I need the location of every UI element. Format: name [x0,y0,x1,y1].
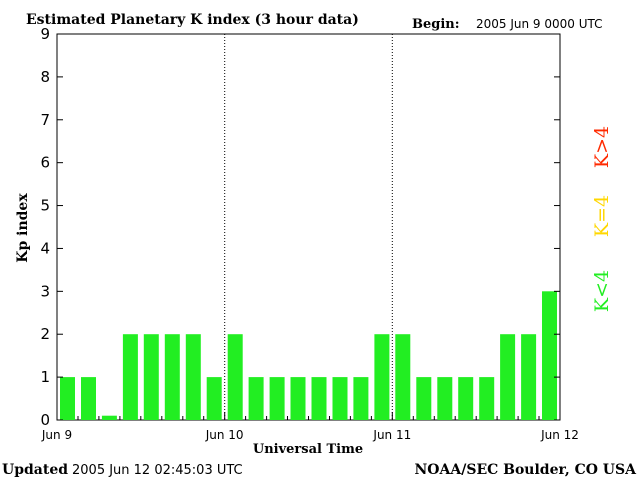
x-axis-label: Universal Time [253,442,363,457]
bar [60,377,75,420]
bar [542,291,557,420]
y-tick-label: 1 [40,368,50,386]
y-tick-label: 8 [40,68,50,86]
bar [269,377,285,420]
bar [395,334,411,420]
x-tick-label: Jun 11 [372,428,411,442]
bar [437,377,453,420]
y-tick-label: 5 [40,197,50,215]
bar [500,334,516,420]
bar-series [60,291,557,420]
bar [122,334,138,420]
plot-frame [56,33,561,421]
bar [458,377,474,420]
y-tick-label: 4 [40,239,50,257]
bar [521,334,537,420]
bar [101,415,117,420]
bar [290,377,306,420]
bar [332,377,348,420]
bar [248,377,264,420]
day-dividers [224,34,393,420]
plot-area: 0 1 2 3 4 5 6 7 8 9 Jun 9 Jun 10 Jun 11 Jun 12 [40,25,578,442]
y-axis-label: Kp index [15,193,31,263]
y-tick-label: 2 [40,325,50,343]
bar [416,377,432,420]
chart-title: Estimated Planetary K index (3 hour data… [26,12,359,28]
updated-value: 2005 Jun 12 02:45:03 UTC [72,463,243,478]
bar [374,334,390,420]
legend-k-equal-4: K=4 [591,195,613,237]
bar [311,377,327,420]
legend-k-less-4: K<4 [591,270,613,312]
begin-value: 2005 Jun 9 0000 UTC [476,17,603,31]
x-axis-ticks: Jun 9 Jun 10 Jun 11 Jun 12 [41,412,579,442]
bar [185,334,201,420]
bar [143,334,159,420]
bar [81,377,96,420]
y-axis-ticks: 0 1 2 3 4 5 6 7 8 9 [40,25,560,429]
x-tick-label: Jun 10 [205,428,244,442]
source-credit: NOAA/SEC Boulder, CO USA [415,462,638,478]
y-tick-label: 3 [40,282,50,300]
y-tick-label: 0 [40,411,50,429]
y-tick-label: 9 [40,25,50,43]
bar [353,377,369,420]
updated-label: Updated [2,462,68,478]
y-tick-label: 6 [40,154,50,172]
begin-label: Begin: [412,17,460,32]
bar [164,334,180,420]
bar [206,377,222,420]
bar [227,334,243,420]
x-tick-label: Jun 12 [540,428,579,442]
legend-k-greater-4: K>4 [591,126,613,168]
legend: K>4 K=4 K<4 [591,126,613,312]
y-tick-label: 7 [40,111,50,129]
x-tick-label: Jun 9 [41,428,72,442]
bar [479,377,495,420]
